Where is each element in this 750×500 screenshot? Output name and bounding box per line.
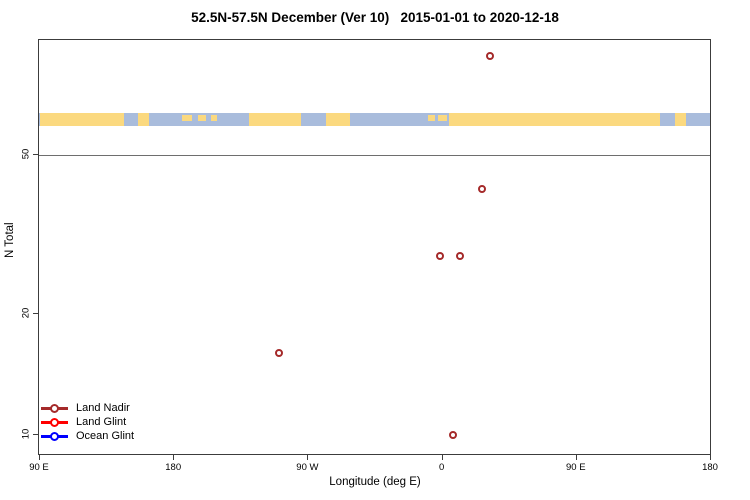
data-point-land-nadir [478,185,487,194]
data-point-land-nadir [456,251,465,260]
y-axis-title: N Total [4,222,16,258]
data-point-land-nadir [486,52,495,61]
x-tick-label: 180 [702,462,718,473]
land-segment [448,113,661,126]
legend-ring-marker [50,404,59,413]
y-tick-mark [33,434,38,435]
island-segment [198,115,206,121]
island-segment [427,115,436,121]
data-point-land-nadir [274,349,283,358]
world-map-band [39,113,710,126]
y-tick-label: 50 [20,148,32,159]
land-segment [138,113,149,126]
land-segment [326,113,351,126]
x-tick-label: 90 W [296,462,319,473]
land-segment [40,113,124,126]
reference-line-50 [39,154,710,156]
land-segment [675,113,686,126]
data-point-land-nadir [435,251,444,260]
x-tick-mark [173,455,175,460]
x-tick-mark [39,455,40,460]
y-tick-label: 10 [20,428,32,440]
legend-label: Land Glint [76,416,127,428]
x-tick-label: 0 [438,462,445,473]
data-point-land-nadir [449,431,458,439]
legend-label: Ocean Glint [76,430,135,442]
plot-area [38,39,711,455]
x-tick-mark [710,455,711,460]
x-tick-label: 90 E [566,462,586,473]
x-tick-mark [441,455,443,460]
x-tick-mark [575,455,577,460]
legend-label: Land Nadir [76,402,130,414]
x-tick-label: 180 [165,462,182,473]
y-tick-label: 20 [20,307,32,319]
island-segment [438,115,448,121]
x-tick-label: 90 E [29,462,49,473]
x-tick-mark [307,455,309,460]
legend-ring-marker [50,432,59,441]
y-tick-mark [33,313,38,315]
land-segment [248,113,301,126]
island-segment [181,115,193,121]
y-tick-mark [33,153,38,155]
legend-ring-marker [50,418,59,427]
island-segment [211,115,218,121]
chart-title: 52.5N-57.5N December (Ver 10) 2015-01-01… [191,10,559,25]
x-axis-title: Longitude (deg E) [329,476,421,488]
